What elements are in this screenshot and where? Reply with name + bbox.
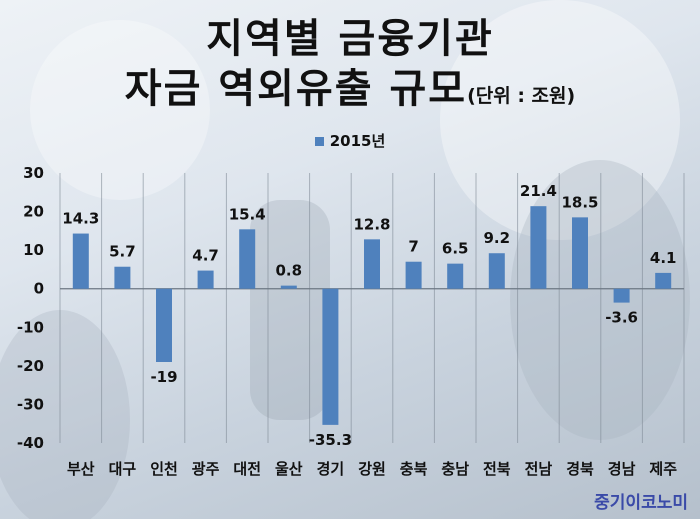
bar-대구 [114, 266, 131, 289]
x-tick-label: 대전 [233, 460, 261, 478]
y-tick-label: 30 [23, 164, 44, 182]
bar-부산 [72, 233, 89, 289]
y-tick-label: 0 [34, 280, 44, 298]
chart-title-line1: 지역별 금융기관 [206, 16, 494, 62]
bar-충남 [447, 263, 464, 289]
data-label: 5.7 [109, 243, 136, 261]
data-label: 7 [408, 238, 418, 256]
x-tick-label: 전남 [525, 460, 553, 478]
chart-title-line2: 자금 역외유출 규모(단위 : 조원) [0, 56, 700, 114]
x-tick-label: 충북 [400, 460, 428, 478]
x-tick-label: 충남 [441, 460, 469, 478]
bar-충북 [405, 261, 422, 289]
data-label: -35.3 [309, 431, 352, 449]
y-tick-label: -40 [17, 434, 44, 452]
bar-제주 [655, 272, 672, 289]
data-label: 15.4 [229, 205, 266, 223]
data-label: 6.5 [442, 240, 469, 258]
data-label: 12.8 [353, 215, 390, 233]
data-label: 18.5 [561, 193, 598, 211]
data-label: 21.4 [520, 182, 557, 200]
legend-label: 2015년 [329, 132, 386, 150]
data-label: 4.7 [192, 247, 219, 265]
data-label: 9.2 [484, 229, 511, 247]
y-tick-label: 10 [23, 241, 44, 259]
y-tick-label: -20 [17, 357, 44, 375]
y-tick-label: -30 [17, 395, 44, 413]
legend-swatch [314, 137, 324, 146]
bar-대전 [239, 229, 256, 289]
data-label: 0.8 [276, 262, 303, 280]
x-tick-label: 경남 [608, 460, 636, 478]
bar-광주 [197, 270, 214, 289]
y-tick-label: 20 [23, 203, 44, 221]
bar-인천 [156, 288, 172, 362]
bar-경남 [613, 288, 630, 303]
x-tick-label: 경북 [566, 460, 594, 478]
x-tick-label: 대구 [109, 460, 137, 478]
bar-전남 [530, 206, 547, 289]
x-tick-label: 경기 [317, 460, 345, 478]
bar-울산 [280, 285, 297, 289]
bar-경기 [322, 288, 339, 425]
y-tick-label: -10 [17, 318, 44, 336]
x-tick-label: 인천 [150, 460, 178, 478]
unit-label: (단위 : 조원) [467, 85, 576, 107]
brand-logo-text: 중기이코노미 [594, 493, 688, 513]
x-tick-label: 제주 [649, 460, 677, 478]
chart-title-line2-text: 자금 역외유출 규모 [124, 66, 468, 112]
data-label: -3.6 [605, 309, 638, 327]
x-tick-label: 전북 [483, 460, 511, 478]
x-tick-label: 부산 [67, 460, 95, 478]
x-tick-label: 울산 [275, 460, 303, 478]
data-label: -19 [150, 368, 177, 386]
bar-경북 [572, 217, 588, 289]
bar-전북 [488, 253, 505, 289]
data-label: 4.1 [650, 249, 677, 267]
data-label: 14.3 [62, 210, 99, 228]
x-tick-label: 광주 [192, 460, 220, 478]
chart-legend: 2015년 [0, 130, 700, 151]
x-tick-label: 강원 [358, 460, 386, 478]
bar-강원 [364, 239, 380, 289]
